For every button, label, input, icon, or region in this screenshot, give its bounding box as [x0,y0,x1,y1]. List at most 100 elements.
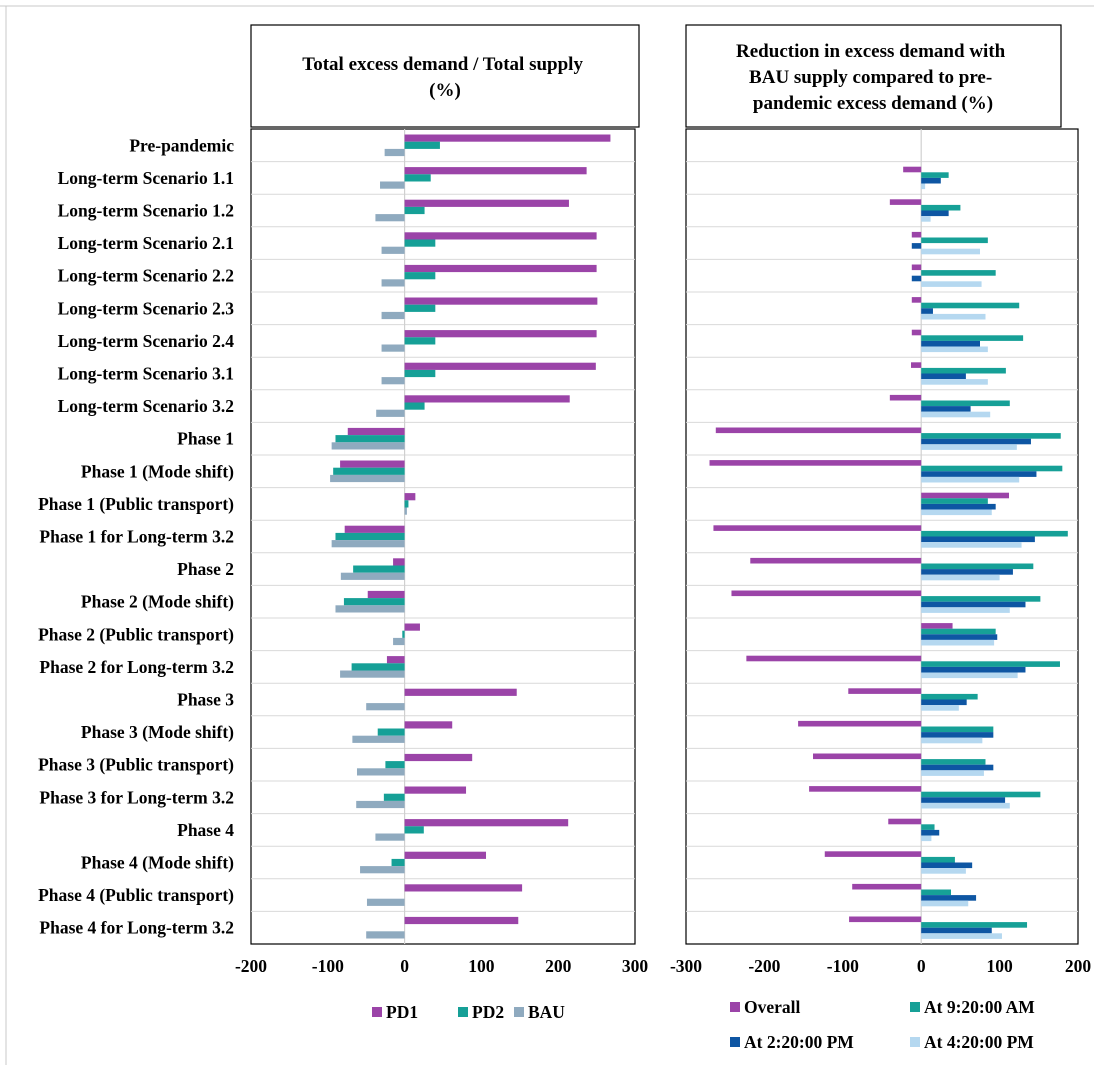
bar-at-9-20-00-am [921,889,951,896]
row-labels: Pre-pandemic Long-term Scenario 1.1 Long-t… [38,135,234,937]
bar-at-2-20-00-pm [921,438,1031,445]
x-tick-label: -100 [827,956,859,976]
row-label: Phase 3 [177,690,234,710]
bar-at-2-20-00-pm [921,406,971,412]
bar-at-9-20-00-am [921,563,1034,570]
x-tick-label: 100 [468,956,495,976]
bar-pd2 [404,402,425,410]
bar-at-4-20-00-pm [921,346,988,353]
bar-at-9-20-00-am [921,270,996,276]
bar-at-2-20-00-pm [921,471,1037,477]
bar-pd2 [335,435,405,443]
bar-overall [921,623,953,629]
bar-at-2-20-00-pm [921,666,1026,673]
bar-at-4-20-00-pm [921,281,982,287]
row-label: Phase 4 for Long-term 3.2 [39,918,234,938]
bar-at-4-20-00-pm [921,411,991,418]
row-label: Phase 1 (Mode shift) [81,461,234,481]
row-label: Phase 4 (Mode shift) [81,853,234,873]
bar-overall [848,688,922,694]
bar-at-4-20-00-pm [921,313,986,320]
bar-at-2-20-00-pm [921,569,1013,575]
bar-bau [335,605,405,613]
bar-overall [813,753,922,760]
bar-pd1 [344,525,405,533]
bar-at-4-20-00-pm [921,737,983,744]
bar-at-4-20-00-pm [921,379,988,385]
x-tick-label: -200 [235,956,267,976]
bar-pd2 [402,630,405,638]
bar-pd1 [393,558,405,566]
bar-at-9-20-00-am [921,628,996,635]
bar-at-4-20-00-pm [921,835,932,842]
bar-bau [381,311,405,320]
bar-pd2 [404,206,425,215]
row-label: Phase 2 (Public transport) [38,624,234,644]
bar-overall [852,883,922,890]
bar-pd2 [391,858,405,867]
legends: PD1 PD2 BAU Overall At 9:20:00 AM At 2:20:00 … [372,997,1035,1052]
bar-at-9-20-00-am [921,335,1024,341]
legend-label: At 2:20:00 PM [744,1032,854,1052]
bar-overall [731,590,922,597]
bar-at-9-20-00-am [921,824,935,830]
x-tick-label: 0 [400,956,409,976]
bar-pd1 [404,688,517,696]
bar-pd2 [404,369,436,378]
bar-pd1 [404,786,467,794]
bar-at-9-20-00-am [921,302,1020,309]
bar-bau [393,637,405,646]
row-label: Phase 3 (Public transport) [38,755,234,775]
row-label: Long-term Scenario 2.4 [58,331,235,351]
bar-pd2 [383,793,405,801]
right-chart-title: Reduction in excess demand with BAU supp… [736,41,1010,114]
bar-at-4-20-00-pm [921,705,959,711]
right-plot: -300 -200 -100 0 100 200 [670,128,1091,976]
bar-bau [376,409,405,417]
legend-swatch [458,1007,468,1017]
bar-at-2-20-00-pm [911,275,922,282]
bar-bau [360,866,405,874]
legend-swatch [910,1002,920,1012]
bar-pd1 [386,656,405,664]
bar-overall [911,362,922,368]
bar-pd2 [335,532,405,541]
bar-overall [921,492,1010,499]
bar-at-9-20-00-am [921,693,978,700]
bar-bau [366,931,405,939]
bar-overall [911,264,922,271]
row-label: Long-term Scenario 3.2 [58,396,234,416]
bar-at-4-20-00-pm [921,542,1022,548]
bar-pd2 [404,826,424,834]
bar-pd1 [404,819,569,827]
x-tick-label: -200 [748,956,780,976]
bar-at-9-20-00-am [921,498,988,504]
bar-pd2 [353,565,405,573]
bar-at-9-20-00-am [921,661,1060,667]
legend-label: BAU [528,1002,565,1022]
bar-bau [330,474,405,483]
bar-at-4-20-00-pm [921,900,969,907]
bar-at-4-20-00-pm [921,672,1018,679]
plot-frame [250,128,636,945]
bar-at-2-20-00-pm [921,177,941,184]
bar-at-4-20-00-pm [921,933,1002,939]
bar-pd2 [404,272,436,280]
bar-bau [366,703,405,711]
row-label: Long-term Scenario 2.3 [58,298,235,318]
bar-pd2 [377,728,405,736]
bar-pd2 [404,304,436,312]
bar-pd2 [343,598,405,606]
legend-label: Overall [744,997,801,1017]
bar-at-9-20-00-am [921,759,986,765]
bar-overall [911,231,922,238]
bar-at-2-20-00-pm [921,764,994,771]
bar-bau [381,377,405,385]
legend-label: At 9:20:00 AM [924,997,1035,1017]
bar-at-2-20-00-pm [921,732,994,738]
bar-pd2 [404,141,440,149]
bar-at-2-20-00-pm [921,862,973,869]
bar-overall [709,460,922,466]
bar-bau [404,507,407,515]
